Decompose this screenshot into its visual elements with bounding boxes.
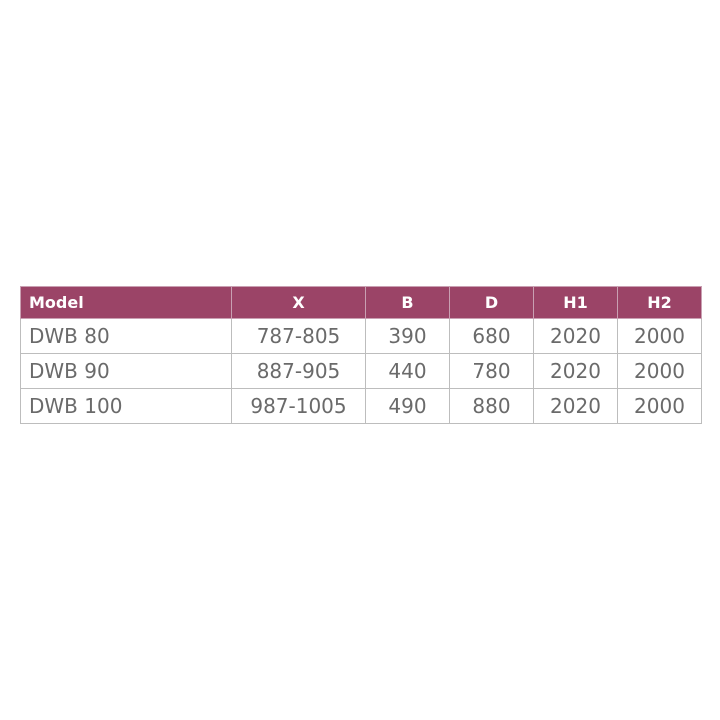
- column-header-b: B: [365, 286, 450, 319]
- dimensions-table: Model X B D H1 H2 DWB 80 787-805 390 680 202…: [20, 286, 702, 424]
- table-cell-model: DWB 80: [20, 318, 232, 354]
- column-header-model: Model: [20, 286, 232, 319]
- table-cell-b: 440: [365, 353, 450, 389]
- table-cell-x: 887-905: [231, 353, 366, 389]
- table-cell-b: 490: [365, 388, 450, 424]
- table-cell-x: 987-1005: [231, 388, 366, 424]
- table-cell-h1: 2020: [533, 318, 618, 354]
- table-row: DWB 100 987-1005 490 880 2020 2000: [20, 388, 702, 424]
- table-row: DWB 80 787-805 390 680 2020 2000: [20, 318, 702, 354]
- table-cell-d: 780: [449, 353, 534, 389]
- table-cell-h1: 2020: [533, 388, 618, 424]
- table-header-row: Model X B D H1 H2: [20, 286, 702, 319]
- table-cell-h2: 2000: [617, 388, 702, 424]
- table-cell-h1: 2020: [533, 353, 618, 389]
- table-cell-h2: 2000: [617, 353, 702, 389]
- table-cell-model: DWB 100: [20, 388, 232, 424]
- table-cell-d: 680: [449, 318, 534, 354]
- column-header-h1: H1: [533, 286, 618, 319]
- table-row: DWB 90 887-905 440 780 2020 2000: [20, 353, 702, 389]
- column-header-h2: H2: [617, 286, 702, 319]
- table-cell-b: 390: [365, 318, 450, 354]
- table-cell-d: 880: [449, 388, 534, 424]
- table-cell-x: 787-805: [231, 318, 366, 354]
- column-header-x: X: [231, 286, 366, 319]
- table-cell-model: DWB 90: [20, 353, 232, 389]
- column-header-d: D: [449, 286, 534, 319]
- table-cell-h2: 2000: [617, 318, 702, 354]
